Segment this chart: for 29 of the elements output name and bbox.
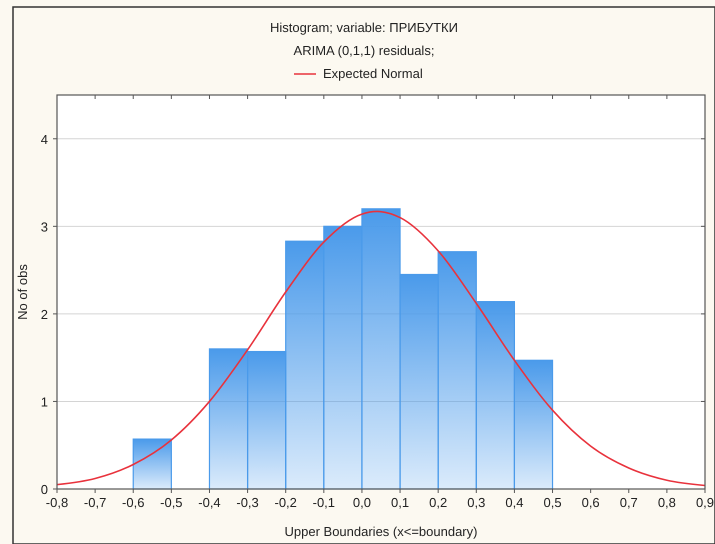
x-tick-label: 0,3 [467, 495, 486, 510]
y-tick-label: 0 [40, 482, 48, 497]
chart-title: Histogram; variable: ПРИБУТКИ [270, 20, 458, 35]
x-tick-label: -0,1 [312, 495, 336, 510]
line-series [56, 210, 706, 486]
x-tick-label: -0,3 [236, 495, 259, 510]
x-tick-label: 0,9 [696, 495, 714, 510]
y-tick-label: 3 [40, 219, 48, 234]
x-tick-label: -0,4 [198, 495, 221, 510]
x-tick-label: -0,5 [160, 495, 183, 510]
y-tick-label: 1 [40, 394, 48, 410]
y-tick-label: 4 [40, 132, 48, 147]
x-tick-label: 0,4 [505, 495, 524, 510]
x-tick-label: -0,6 [122, 495, 144, 510]
y-axis-title: No of obs [15, 264, 30, 320]
x-tick-label: 0,5 [543, 495, 562, 510]
x-tick-label: -0,7 [84, 495, 106, 510]
x-tick-label: 0,8 [658, 495, 676, 510]
y-tick-label: 2 [40, 306, 48, 322]
legend-label: Expected Normal [323, 66, 423, 81]
x-axis-title: Upper Boundaries (x<=boundary) [284, 524, 478, 539]
x-tick-label: 0,1 [391, 495, 410, 510]
x-tick-label: 0,0 [352, 495, 371, 510]
chart-subtitle: ARIMA (0,1,1) residuals; [294, 43, 434, 58]
x-tick-label: 0,2 [429, 495, 448, 510]
x-tick-label: -0,8 [46, 495, 68, 510]
x-tick-label: -0,2 [274, 495, 297, 510]
x-tick-label: 0,6 [582, 495, 600, 510]
x-tick-label: 0,7 [620, 495, 638, 510]
